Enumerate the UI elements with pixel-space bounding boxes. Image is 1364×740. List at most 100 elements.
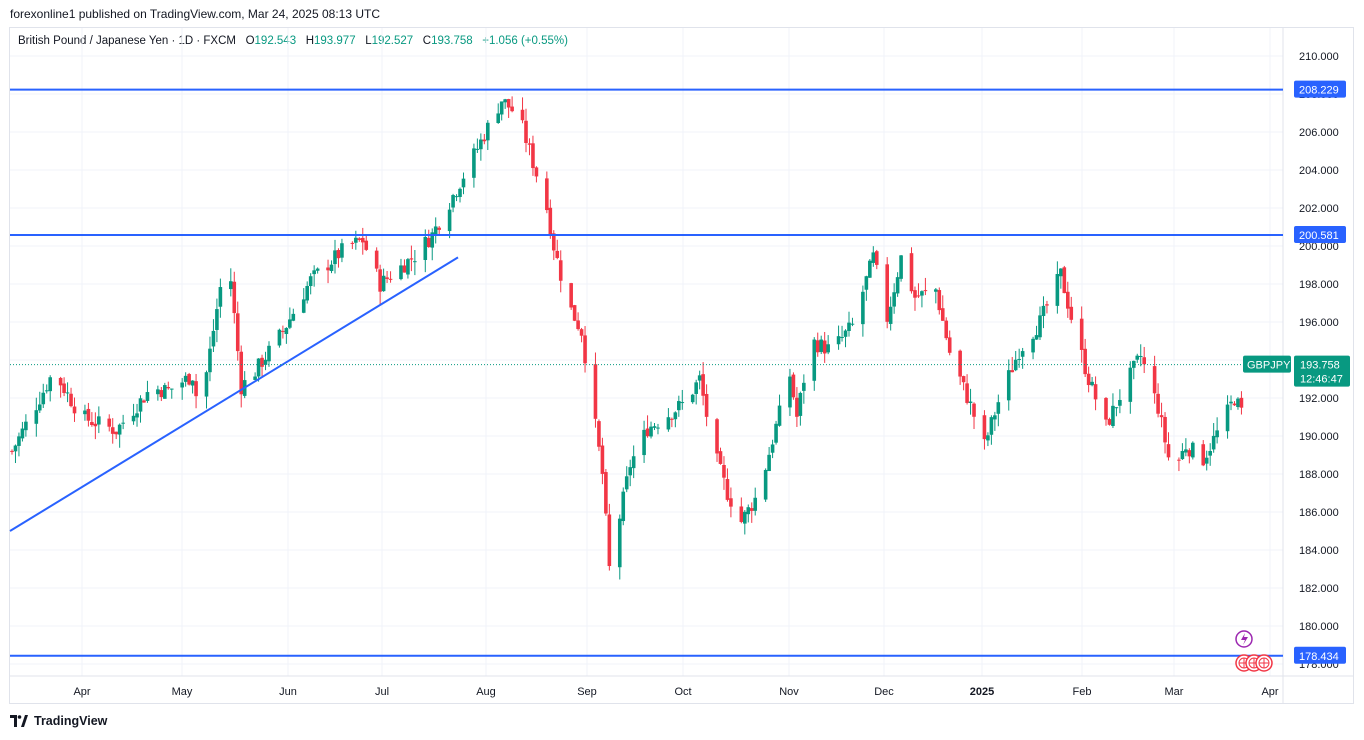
candle-body bbox=[374, 250, 379, 269]
candle-body bbox=[1065, 291, 1070, 309]
candle-body bbox=[989, 417, 994, 435]
candle-body bbox=[1204, 457, 1209, 464]
candle-body bbox=[704, 393, 709, 417]
candle-body bbox=[1201, 444, 1206, 466]
candle-body bbox=[409, 258, 414, 260]
x-tick-label: Nov bbox=[779, 686, 799, 698]
open-label: O bbox=[245, 35, 255, 47]
candle-body bbox=[1010, 370, 1015, 373]
candle-body bbox=[277, 329, 282, 346]
candle-body bbox=[944, 320, 949, 339]
candle-body bbox=[947, 337, 952, 353]
candle-body bbox=[871, 252, 876, 263]
candle-body bbox=[1187, 450, 1192, 457]
candle-body bbox=[83, 410, 87, 415]
candle-body bbox=[743, 511, 747, 524]
candle-body bbox=[1208, 450, 1212, 456]
candle-body bbox=[934, 289, 938, 292]
candle-body bbox=[34, 410, 39, 424]
candle-body bbox=[916, 295, 921, 297]
candle-body bbox=[802, 382, 806, 391]
level-price-tag bbox=[1294, 646, 1346, 664]
candle-body bbox=[41, 392, 46, 405]
tradingview-footer[interactable]: TradingView bbox=[10, 714, 107, 728]
candle-body bbox=[555, 250, 560, 258]
candle-body bbox=[631, 456, 636, 469]
candle-body bbox=[228, 281, 233, 290]
candle-body bbox=[1184, 449, 1188, 453]
candle-body bbox=[722, 464, 726, 478]
y-tick-label: 196.000 bbox=[1299, 317, 1339, 329]
candle-body bbox=[843, 330, 848, 337]
tradingview-brand: TradingView bbox=[34, 714, 108, 728]
candle-body bbox=[604, 472, 608, 514]
candle-body bbox=[13, 445, 18, 452]
x-tick-label: Sep bbox=[577, 686, 597, 698]
candle-body bbox=[163, 385, 167, 399]
candle-body bbox=[406, 259, 410, 275]
candle-body bbox=[423, 237, 428, 260]
candle-body bbox=[93, 423, 98, 427]
candle-body bbox=[17, 436, 21, 446]
publish-line: forexonline1 published on TradingView.co… bbox=[10, 7, 381, 21]
candle-body bbox=[65, 392, 70, 394]
candle-body bbox=[37, 404, 42, 411]
x-tick-label: Jun bbox=[279, 686, 297, 698]
candle-body bbox=[583, 335, 587, 364]
candle-body bbox=[534, 167, 539, 177]
candle-body bbox=[961, 376, 966, 383]
candle-body bbox=[753, 497, 758, 511]
candle-body bbox=[381, 275, 386, 292]
candle-body bbox=[336, 249, 341, 259]
candle-body bbox=[385, 277, 389, 279]
candle-body bbox=[645, 428, 650, 437]
candle-body bbox=[1055, 274, 1060, 306]
candle-body bbox=[308, 276, 313, 287]
candle-body bbox=[1135, 355, 1140, 360]
candle-body bbox=[1131, 360, 1136, 368]
candle-body bbox=[795, 397, 799, 417]
candle-body bbox=[840, 337, 844, 339]
open-value: 192.543 bbox=[254, 35, 297, 47]
candle-body bbox=[402, 265, 407, 273]
candle-body bbox=[597, 421, 601, 447]
candle-body bbox=[1062, 267, 1067, 294]
candle-body bbox=[479, 139, 483, 150]
change-value: +1.056 (+0.55%) bbox=[482, 35, 568, 47]
candle-body bbox=[159, 390, 164, 398]
candle-body bbox=[1142, 357, 1146, 365]
candle-body bbox=[1159, 415, 1164, 418]
candle-body bbox=[937, 290, 942, 311]
candle-body bbox=[312, 270, 316, 275]
candle-body bbox=[10, 450, 14, 452]
candle-body bbox=[551, 233, 556, 251]
candle-body bbox=[211, 330, 216, 347]
candle-body bbox=[430, 232, 435, 248]
candle-body bbox=[1138, 355, 1143, 357]
candle-body bbox=[326, 267, 330, 271]
candle-body bbox=[24, 421, 28, 431]
candle-body bbox=[135, 413, 139, 418]
candle-body bbox=[874, 251, 879, 265]
candle-body bbox=[305, 285, 310, 301]
y-tick-label: 188.000 bbox=[1299, 469, 1339, 481]
x-tick-label: Aug bbox=[476, 686, 496, 698]
candle-body bbox=[600, 445, 605, 474]
level-price-label: 208.229 bbox=[1299, 85, 1339, 97]
candle-body bbox=[354, 237, 358, 243]
candle-body bbox=[670, 418, 674, 420]
candle-body bbox=[131, 415, 136, 422]
candle-body bbox=[923, 290, 928, 292]
y-tick-label: 210.000 bbox=[1299, 51, 1339, 63]
candle-body bbox=[1180, 450, 1185, 460]
candle-body bbox=[329, 264, 334, 272]
x-tick-label: Apr bbox=[1261, 686, 1278, 698]
candle-body bbox=[649, 426, 653, 437]
candle-body bbox=[673, 412, 678, 420]
candle-body bbox=[1020, 351, 1025, 357]
candle-body bbox=[1118, 399, 1122, 406]
candle-body bbox=[204, 372, 209, 397]
symbol-description[interactable]: British Pound / Japanese Yen · 1D · FXCM bbox=[18, 35, 236, 47]
candle-body bbox=[767, 454, 771, 472]
